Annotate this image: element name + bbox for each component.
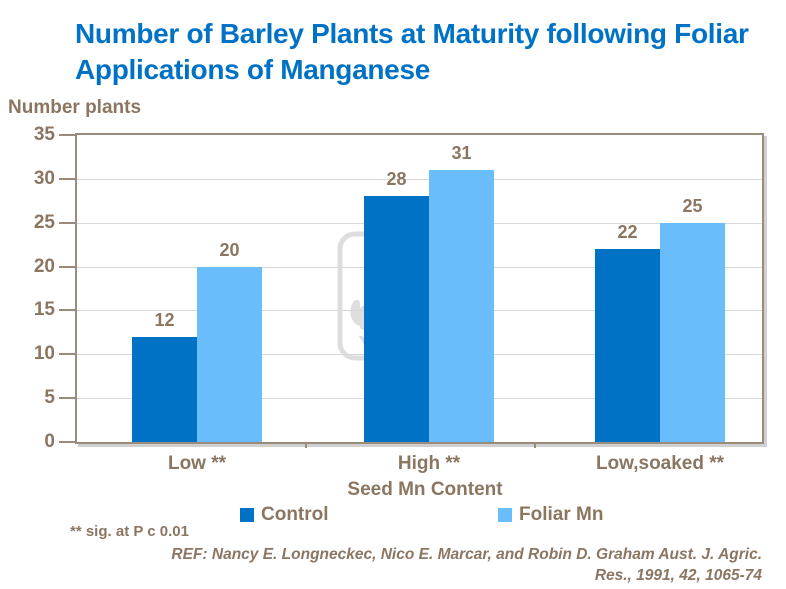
y-tick-mark bbox=[59, 441, 75, 443]
bar-control bbox=[364, 196, 429, 442]
y-tick-label: 10 bbox=[33, 343, 55, 364]
y-tick-label: 25 bbox=[33, 212, 55, 233]
x-tick-mark bbox=[534, 442, 536, 448]
page-title-line-2: Applications of Manganese bbox=[75, 54, 430, 85]
ship-prow-icon bbox=[350, 299, 360, 326]
page-title-line-1: Number of Barley Plants at Maturity foll… bbox=[75, 18, 749, 49]
reference-line-1: REF: Nancy E. Longneckec, Nico E. Marcar… bbox=[171, 546, 762, 563]
y-tick-mark bbox=[59, 353, 75, 355]
legend-item-foliar-mn: Foliar Mn bbox=[498, 504, 603, 526]
x-axis-title: Seed Mn Content bbox=[347, 479, 503, 500]
category-label: High ** bbox=[397, 453, 461, 474]
y-tick-label: 35 bbox=[33, 124, 55, 145]
y-tick-mark bbox=[59, 397, 75, 399]
y-tick-label: 20 bbox=[33, 256, 55, 277]
bar-value-label: 31 bbox=[451, 143, 472, 163]
significance-footnote: ** sig. at P c 0.01 bbox=[70, 523, 189, 540]
reference-citation: REF: Nancy E. Longneckec, Nico E. Marcar… bbox=[171, 544, 762, 586]
bar-foliar-mn bbox=[197, 267, 262, 442]
bar-value-label: 20 bbox=[219, 240, 240, 260]
legend-item-control: Control bbox=[240, 504, 329, 526]
y-tick-label: 5 bbox=[44, 387, 55, 408]
y-tick-mark bbox=[59, 222, 75, 224]
category-label: Low,soaked ** bbox=[595, 453, 725, 474]
reference-line-2: Res., 1991, 42, 1065-74 bbox=[594, 567, 762, 584]
bar-value-label: 28 bbox=[386, 169, 407, 189]
legend-label: Foliar Mn bbox=[519, 504, 604, 525]
page-title: Number of Barley Plants at Maturity foll… bbox=[75, 16, 749, 88]
legend-label: Control bbox=[261, 504, 329, 525]
y-tick-mark bbox=[59, 134, 75, 136]
gridline-30 bbox=[77, 179, 762, 180]
category-label: Low ** bbox=[167, 453, 227, 474]
y-tick-label: 30 bbox=[33, 168, 55, 189]
legend-swatch-icon bbox=[240, 508, 254, 522]
legend-swatch-icon bbox=[498, 508, 512, 522]
y-axis-title: Number plants bbox=[8, 97, 142, 118]
bar-foliar-mn bbox=[429, 170, 494, 442]
x-tick-mark bbox=[305, 442, 307, 448]
y-tick-mark bbox=[59, 266, 75, 268]
bar-value-label: 25 bbox=[682, 196, 703, 216]
y-tick-label: 0 bbox=[44, 431, 55, 452]
bar-control bbox=[595, 249, 660, 442]
bar-foliar-mn bbox=[660, 223, 725, 442]
bar-control bbox=[132, 337, 197, 442]
bar-value-label: 12 bbox=[154, 310, 175, 330]
y-tick-label: 15 bbox=[33, 299, 55, 320]
y-tick-mark bbox=[59, 309, 75, 311]
bar-value-label: 22 bbox=[617, 222, 638, 242]
y-tick-mark bbox=[59, 178, 75, 180]
